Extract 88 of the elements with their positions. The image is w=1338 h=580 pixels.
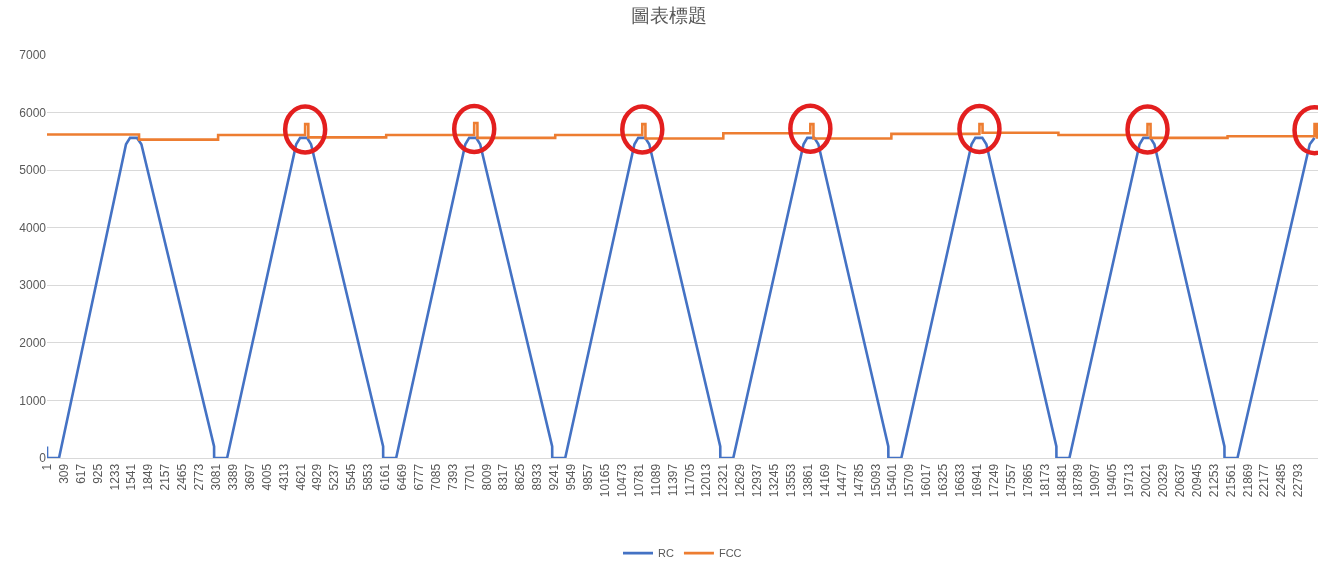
x-tick-label: 1541 [124, 463, 139, 491]
x-tick-label: 12937 [750, 463, 765, 498]
x-tick-label: 15401 [885, 463, 900, 498]
x-tick-label: 19097 [1088, 463, 1103, 498]
legend-label: FCC [718, 547, 742, 560]
x-tick-label: 4929 [310, 463, 325, 491]
x-tick-label: 20637 [1172, 463, 1187, 498]
x-tick-label: 6777 [411, 463, 426, 491]
y-tick-label: 1000 [19, 393, 47, 408]
x-tick-label: 10473 [614, 463, 629, 498]
x-tick-label: 8933 [530, 463, 545, 491]
x-tick-label: 3389 [225, 463, 240, 491]
x-tick-label: 8317 [496, 463, 511, 491]
x-tick-label: 14477 [834, 463, 849, 498]
x-tick-label: 13245 [767, 463, 782, 498]
x-tick-label: 15093 [868, 463, 883, 498]
x-tick-label: 2773 [192, 463, 207, 491]
x-tick-label: 2157 [158, 463, 173, 491]
x-tick-label: 18481 [1054, 463, 1069, 498]
x-tick-label: 21869 [1240, 463, 1255, 498]
x-tick-label: 13553 [783, 463, 798, 498]
x-tick-label: 16633 [953, 463, 968, 498]
x-tick-label: 11397 [665, 463, 680, 497]
y-tick-label: 2000 [19, 336, 47, 351]
x-tick-label: 6469 [395, 463, 410, 491]
x-tick-label: 6161 [378, 463, 393, 491]
y-tick-label: 5000 [19, 163, 47, 178]
x-tick-label: 9549 [564, 463, 579, 491]
x-tick-label: 5545 [344, 463, 359, 491]
y-tick-label: 0 [39, 451, 47, 466]
y-tick-label: 4000 [19, 220, 47, 235]
x-tick-label: 8009 [479, 463, 494, 491]
x-tick-label: 8625 [513, 463, 528, 491]
x-tick-label: 4005 [259, 463, 274, 491]
x-tick-label: 7085 [428, 463, 443, 491]
x-tick-label: 1849 [141, 463, 156, 491]
x-tick-label: 16325 [936, 463, 951, 498]
x-tick-label: 21253 [1206, 463, 1221, 498]
y-tick-label: 6000 [19, 105, 47, 120]
x-tick-label: 17557 [1003, 463, 1018, 498]
legend-label: RC [658, 547, 674, 560]
x-tick-label: 14785 [851, 463, 866, 498]
x-tick-label: 309 [56, 463, 71, 484]
x-tick-label: 20945 [1189, 463, 1204, 498]
y-tick-label: 7000 [19, 48, 47, 63]
line-series [47, 121, 1318, 141]
x-tick-label: 4621 [293, 463, 308, 491]
x-tick-label: 5237 [327, 463, 342, 491]
x-tick-label: 3081 [209, 463, 224, 491]
x-tick-label: 18789 [1071, 463, 1086, 498]
x-tick-label: 617 [73, 463, 88, 484]
x-tick-label: 21561 [1223, 463, 1238, 498]
x-tick-label: 22793 [1291, 463, 1306, 498]
x-tick-label: 5853 [361, 463, 376, 491]
x-tick-label: 12013 [699, 463, 714, 498]
x-tick-label: 15709 [902, 463, 917, 498]
x-tick-label: 7393 [445, 463, 460, 491]
x-tick-label: 11705 [682, 463, 697, 497]
x-tick-label: 4313 [276, 463, 291, 491]
x-tick-label: 7701 [462, 463, 477, 491]
x-tick-label: 16017 [919, 463, 934, 498]
x-tick-label: 11089 [648, 463, 663, 497]
x-tick-label: 1 [39, 463, 54, 471]
x-tick-label: 1233 [107, 463, 122, 491]
x-tick-label: 18173 [1037, 463, 1052, 498]
x-tick-label: 9241 [547, 463, 562, 491]
chart-title: 圖表標題 [631, 5, 707, 26]
x-tick-label: 14169 [817, 463, 832, 498]
x-tick-label: 12321 [716, 463, 731, 498]
x-tick-label: 10165 [597, 463, 612, 498]
x-tick-label: 20021 [1139, 463, 1154, 498]
x-tick-label: 3697 [242, 463, 257, 491]
x-tick-label: 2465 [175, 463, 190, 491]
x-tick-label: 22177 [1257, 463, 1272, 498]
x-tick-label: 10781 [631, 463, 646, 498]
x-tick-label: 9857 [581, 463, 596, 491]
x-tick-label: 22485 [1274, 463, 1289, 498]
x-tick-label: 17249 [986, 463, 1001, 498]
x-tick-label: 17865 [1020, 463, 1035, 498]
x-tick-label: 16941 [969, 463, 984, 498]
line-series [47, 136, 1316, 458]
y-tick-label: 3000 [19, 278, 47, 293]
x-tick-label: 12629 [733, 463, 748, 498]
x-tick-label: 20329 [1156, 463, 1171, 498]
x-tick-label: 19405 [1105, 463, 1120, 498]
x-tick-label: 925 [90, 463, 105, 484]
x-tick-label: 19713 [1122, 463, 1137, 498]
x-tick-label: 13861 [800, 463, 815, 498]
